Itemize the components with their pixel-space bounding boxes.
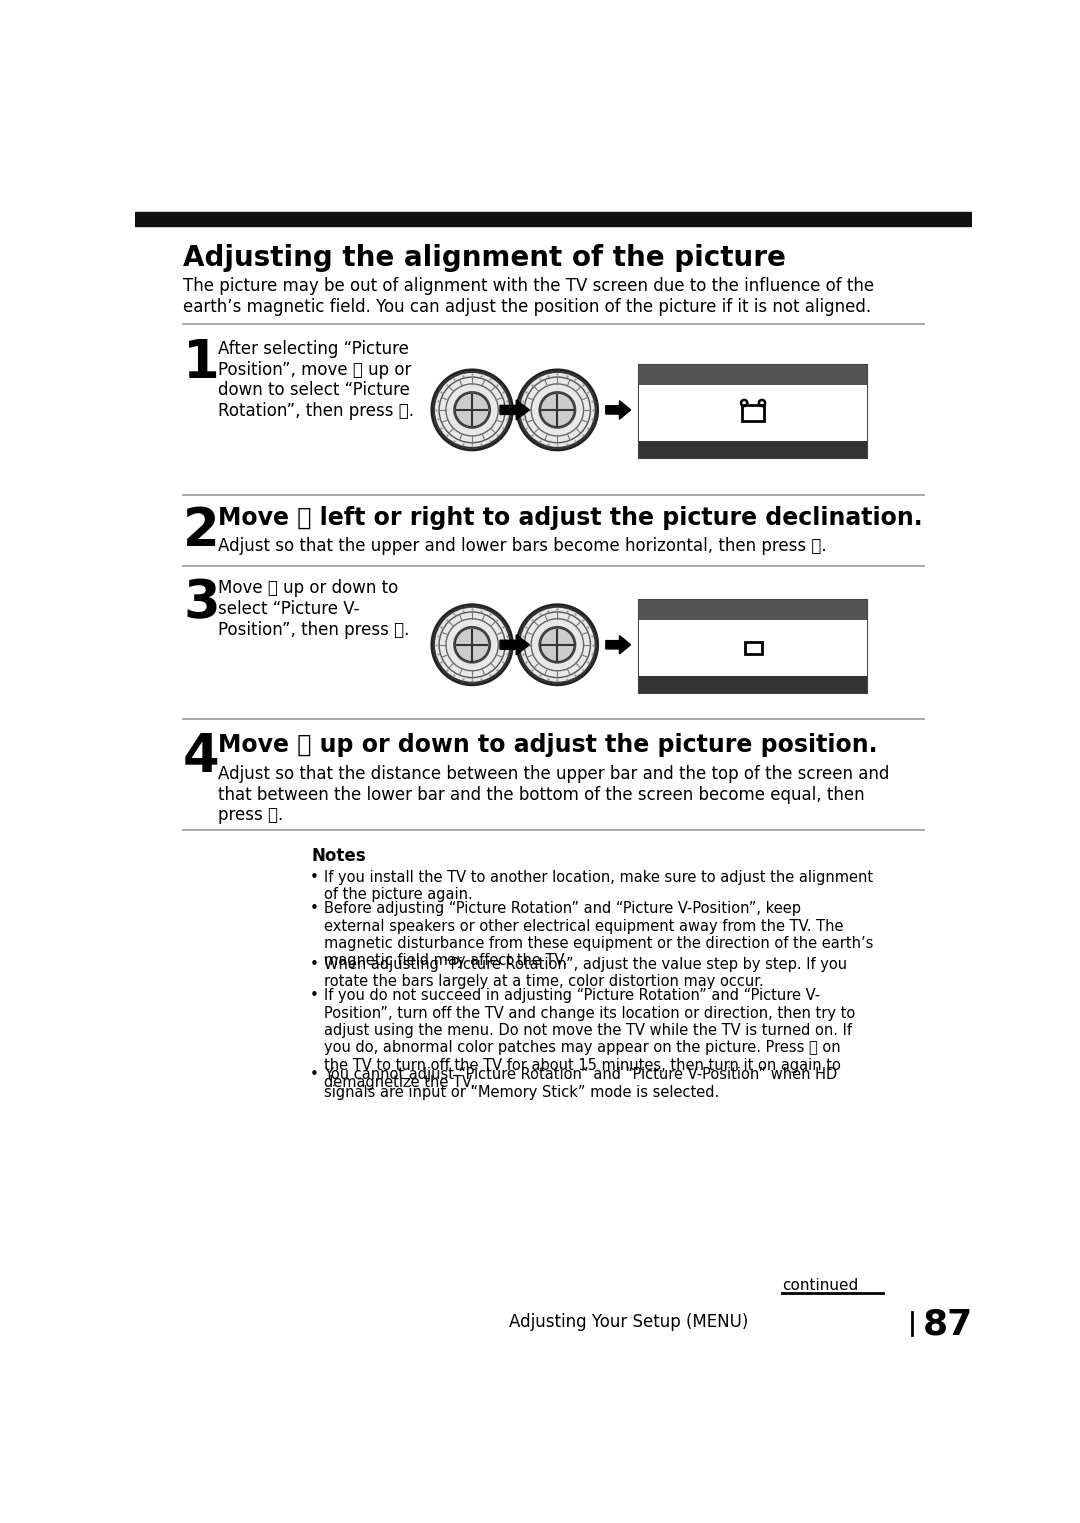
Text: Picture Rotation: Picture Rotation [703,369,802,382]
Bar [638,620,867,676]
Bar [638,600,867,693]
Text: •: • [310,902,319,917]
Text: If you install the TV to another location, make sure to adjust the alignment
of : If you install the TV to another locatio… [324,870,874,902]
Circle shape [455,393,489,426]
Text: You cannot adjust “Picture Rotation” and “Picture V-Position” when HD
signals ar: You cannot adjust “Picture Rotation” and… [324,1068,837,1100]
Text: 87: 87 [922,1308,973,1342]
Text: Adjusting Your Setup (MENU): Adjusting Your Setup (MENU) [509,1313,748,1331]
Circle shape [540,627,575,661]
Polygon shape [500,401,529,420]
Text: Select :◄►◄►   Confirm: ■   End:■: Select :◄►◄► Confirm: ■ End:■ [644,679,813,688]
Circle shape [517,605,597,685]
Text: •: • [310,988,319,1004]
Polygon shape [606,401,631,419]
Text: Adjusting the alignment of the picture: Adjusting the alignment of the picture [183,244,786,273]
Bar [638,366,867,385]
Text: 3: 3 [183,577,220,631]
Circle shape [455,627,489,661]
Bar [638,440,867,457]
Text: •: • [310,870,319,885]
Text: •: • [310,956,319,972]
Text: When adjusting “Picture Rotation”, adjust the value step by step. If you
rotate : When adjusting “Picture Rotation”, adjus… [324,956,847,988]
Text: The picture may be out of alignment with the TV screen due to the influence of t: The picture may be out of alignment with… [183,277,874,315]
Bar [638,366,867,457]
Text: Move Ⓞ up or down to adjust the picture position.: Move Ⓞ up or down to adjust the picture … [218,733,877,757]
Text: Move Ⓞ up or down to
select “Picture V-
Position”, then press Ⓞ.: Move Ⓞ up or down to select “Picture V- … [218,579,409,640]
Polygon shape [500,635,529,655]
Bar [638,385,867,440]
Circle shape [540,393,575,426]
Text: Picture V-Position: Picture V-Position [699,603,807,617]
Text: 2: 2 [183,504,220,556]
Text: 4: 4 [183,731,219,783]
Text: Adjust so that the distance between the upper bar and the top of the screen and
: Adjust so that the distance between the … [218,765,889,824]
Polygon shape [606,635,631,653]
Bar [638,676,867,693]
Text: Before adjusting “Picture Rotation” and “Picture V-Position”, keep
external spea: Before adjusting “Picture Rotation” and … [324,902,874,969]
Text: Move Ⓞ left or right to adjust the picture declination.: Move Ⓞ left or right to adjust the pictu… [218,506,922,530]
Text: Notes: Notes [312,847,366,865]
Text: Select :◄►◄►   Confirm: ■   End:■: Select :◄►◄► Confirm: ■ End:■ [644,445,813,454]
Bar [135,212,972,225]
Circle shape [432,605,512,685]
Bar [638,600,867,620]
Text: If you do not succeed in adjusting “Picture Rotation” and “Picture V-
Position”,: If you do not succeed in adjusting “Pict… [324,988,855,1090]
Circle shape [432,370,512,449]
Text: After selecting “Picture
Position”, move Ⓞ up or
down to select “Picture
Rotatio: After selecting “Picture Position”, move… [218,340,414,420]
Circle shape [517,370,597,449]
Bar [744,641,761,653]
Text: 1: 1 [183,337,220,388]
Text: •: • [310,1068,319,1083]
Bar [742,405,764,420]
Text: continued: continued [782,1278,859,1293]
Text: Adjust so that the upper and lower bars become horizontal, then press Ⓞ.: Adjust so that the upper and lower bars … [218,538,826,554]
